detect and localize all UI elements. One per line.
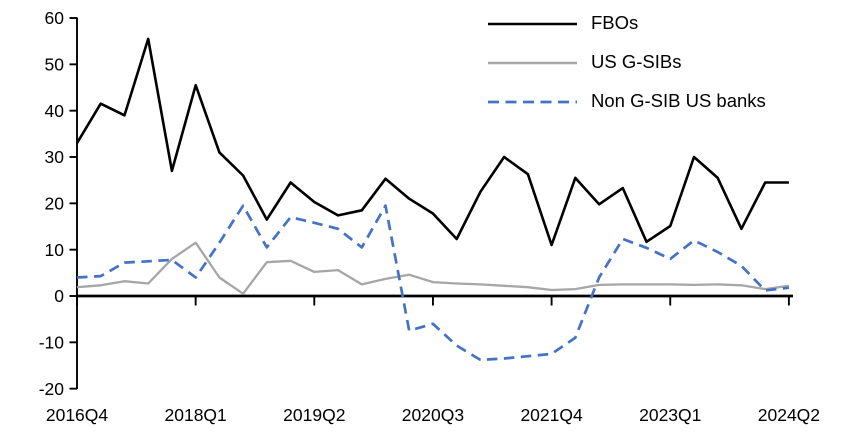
y-axis-tick-label: -10 — [39, 333, 65, 353]
legend-line-us-gsibs-icon — [488, 61, 577, 64]
x-axis-tick-label: 2018Q1 — [165, 405, 227, 425]
y-axis-tick-label: 40 — [45, 101, 65, 121]
legend-label-us-gsibs: US G-SIBs — [591, 51, 682, 73]
y-axis-tick-label: 50 — [45, 55, 65, 75]
legend-label-fbos: FBOs — [591, 12, 639, 34]
legend-item-non-gsib-us-banks: Non G-SIB US banks — [488, 82, 766, 121]
legend-line-non-gsib-us-banks-icon — [488, 100, 577, 103]
y-axis-tick-label: 0 — [54, 286, 64, 306]
y-axis-tick-label: 10 — [45, 240, 65, 260]
y-axis-tick-label: -20 — [39, 379, 65, 399]
legend-label-non-gsib-us-banks: Non G-SIB US banks — [591, 90, 766, 112]
x-axis-tick-label: 2021Q4 — [520, 405, 583, 425]
legend-item-us-gsibs: US G-SIBs — [488, 43, 766, 82]
series-line-non-g-sib-us-banks — [76, 204, 790, 362]
legend-item-fbos: FBOs — [488, 4, 766, 43]
series-line-us-g-sibs — [76, 241, 790, 295]
y-axis-tick-label: 20 — [45, 194, 65, 214]
legend-line-fbos-icon — [488, 22, 577, 25]
x-axis-tick-label: 2023Q1 — [639, 405, 701, 425]
y-axis-tick-label: 60 — [45, 8, 65, 28]
x-axis-tick-label: 2024Q2 — [758, 405, 820, 425]
y-axis-tick-label: 30 — [45, 147, 65, 167]
x-axis-tick-label: 2016Q4 — [46, 405, 109, 425]
x-axis-tick-label: 2019Q2 — [283, 405, 345, 425]
legend: FBOs US G-SIBs Non G-SIB US banks — [488, 4, 766, 121]
series-line-fbos — [75, 37, 789, 247]
x-axis-tick-label: 2020Q3 — [402, 405, 464, 425]
